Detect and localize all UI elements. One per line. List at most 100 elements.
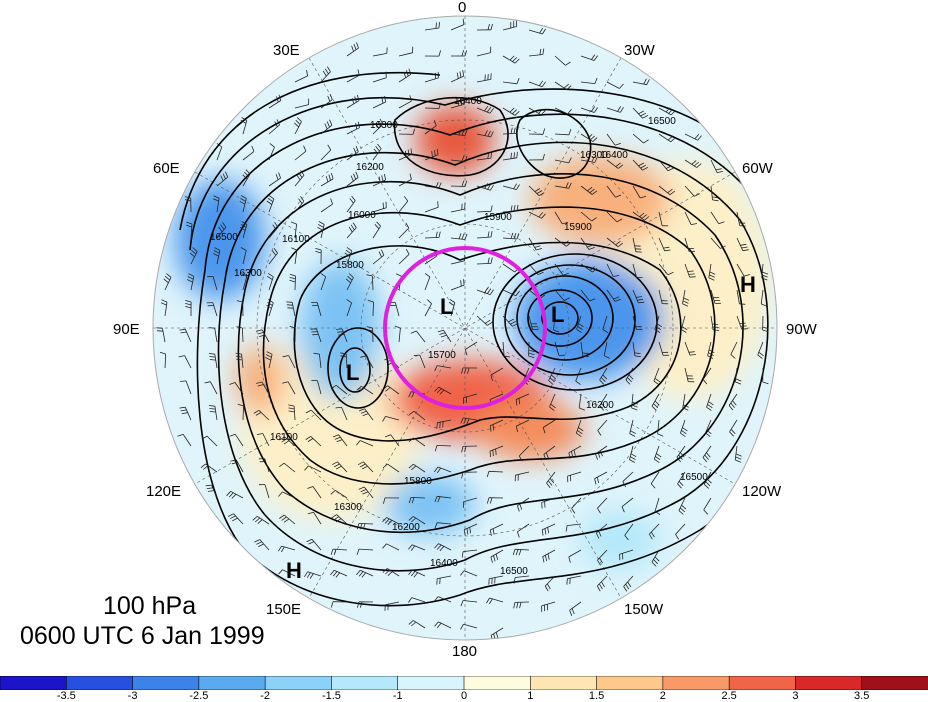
wind-barb-flag: [487, 23, 490, 31]
wind-barb-flag: [544, 585, 549, 592]
wind-barb-flag: [220, 224, 225, 230]
wind-barb-flag: [435, 231, 438, 238]
wind-barb: [424, 27, 439, 31]
wind-barb-flag: [204, 381, 211, 384]
wind-barb-flag: [266, 304, 272, 309]
wind-barb: [211, 484, 218, 499]
wind-barb-flag: [160, 302, 167, 306]
wind-barb-flag: [596, 477, 599, 484]
wind-barb: [234, 434, 244, 447]
wind-barb-flag: [715, 168, 722, 171]
wind-barb-flag: [614, 298, 621, 302]
wind-barb-flag: [708, 352, 714, 356]
wind-barb: [710, 315, 714, 330]
wind-barb-flag: [345, 249, 352, 255]
wind-barb-flag: [486, 471, 490, 478]
wind-barb-flag: [484, 183, 489, 189]
wind-barb-flag: [648, 533, 653, 540]
wind-barb: [268, 100, 282, 109]
wind-barb: [372, 148, 382, 161]
wind-barb-flag: [201, 435, 208, 440]
wind-barb-flag: [218, 226, 223, 233]
wind-barb: [268, 276, 274, 291]
wind-barb: [706, 393, 712, 408]
wind-barb: [476, 185, 491, 191]
wind-barb-flag: [518, 549, 522, 556]
wind-barb: [569, 601, 582, 611]
wind-barb-flag: [681, 504, 687, 510]
wind-barb-flag: [220, 175, 224, 182]
wind-barb: [490, 523, 504, 531]
wind-barb-flag: [208, 353, 215, 355]
wind-barb-flag: [228, 492, 234, 498]
wind-barb-flag: [486, 106, 492, 113]
wind-barb-flag: [214, 247, 221, 251]
contour-label: 16100: [282, 234, 310, 245]
wind-barb-flag: [536, 269, 542, 273]
wind-barb-flag: [487, 288, 492, 294]
wind-barb-flag: [208, 327, 215, 329]
wind-barb-flag: [409, 173, 412, 180]
wind-barb: [624, 523, 634, 536]
wind-barb-flag: [362, 523, 366, 530]
wind-barb: [602, 315, 608, 330]
wind-barb-flag: [683, 297, 690, 301]
wind-barb: [365, 355, 374, 369]
wind-barb: [606, 81, 620, 89]
wind-barb: [364, 408, 374, 421]
wind-barb-flag: [374, 224, 380, 230]
wind-barb-flag: [542, 153, 545, 160]
wind-barb-flag: [346, 247, 353, 252]
wind-barb: [580, 289, 590, 302]
wind-barb-flag: [636, 296, 643, 298]
wind-barb-flag: [331, 461, 338, 466]
wind-barb-flag: [623, 586, 628, 592]
wind-barb-flag: [709, 274, 715, 278]
wind-barb-flag: [563, 83, 569, 89]
wind-barb: [464, 523, 478, 531]
wind-barb: [413, 437, 426, 447]
wind-barb-flag: [566, 242, 572, 247]
wind-barb-flag: [179, 328, 186, 331]
wind-barb-flag: [600, 403, 606, 408]
wind-barb-flag: [704, 454, 709, 460]
wind-barb: [361, 385, 374, 395]
wind-barb-flag: [589, 266, 595, 271]
wind-barb: [528, 81, 543, 88]
wind-barb-flag: [487, 321, 493, 326]
wind-barb: [502, 289, 516, 297]
wind-barb-flag: [303, 145, 307, 152]
wind-barb-flag: [463, 279, 465, 286]
wind-barb: [424, 276, 431, 291]
wind-barb: [212, 302, 218, 317]
wind-barb-flag: [209, 359, 216, 361]
wind-barb-flag: [436, 544, 442, 550]
wind-barb-flag: [694, 134, 700, 140]
wind-barb-flag: [253, 409, 260, 414]
wind-barb-flag: [384, 96, 387, 103]
wind-barb: [631, 393, 634, 408]
wind-barb-flag: [356, 42, 359, 49]
wind-barb: [606, 237, 619, 248]
wind-barb: [580, 341, 584, 356]
wind-barb-flag: [355, 123, 358, 130]
wind-barb-flag: [459, 71, 462, 78]
wind-barb: [476, 263, 492, 265]
wind-barb: [580, 133, 594, 142]
wind-barb-flag: [630, 453, 637, 458]
wind-barb-flag: [407, 149, 410, 156]
wind-barb-flag: [539, 27, 544, 34]
wind-barb-flag: [331, 172, 334, 180]
wind-barb: [729, 419, 738, 433]
wind-barb: [450, 302, 456, 317]
wind-barb-flag: [265, 354, 272, 358]
wind-barb: [632, 289, 639, 304]
wind-barb-flag: [439, 389, 445, 395]
wind-barb-flag: [385, 387, 391, 392]
wind-barb-flag: [408, 620, 414, 625]
wind-barb: [346, 74, 360, 83]
wind-barb-flag: [464, 50, 467, 57]
wind-barb-flag: [353, 43, 357, 50]
wind-barb: [632, 315, 637, 330]
wind-barb: [502, 237, 518, 240]
